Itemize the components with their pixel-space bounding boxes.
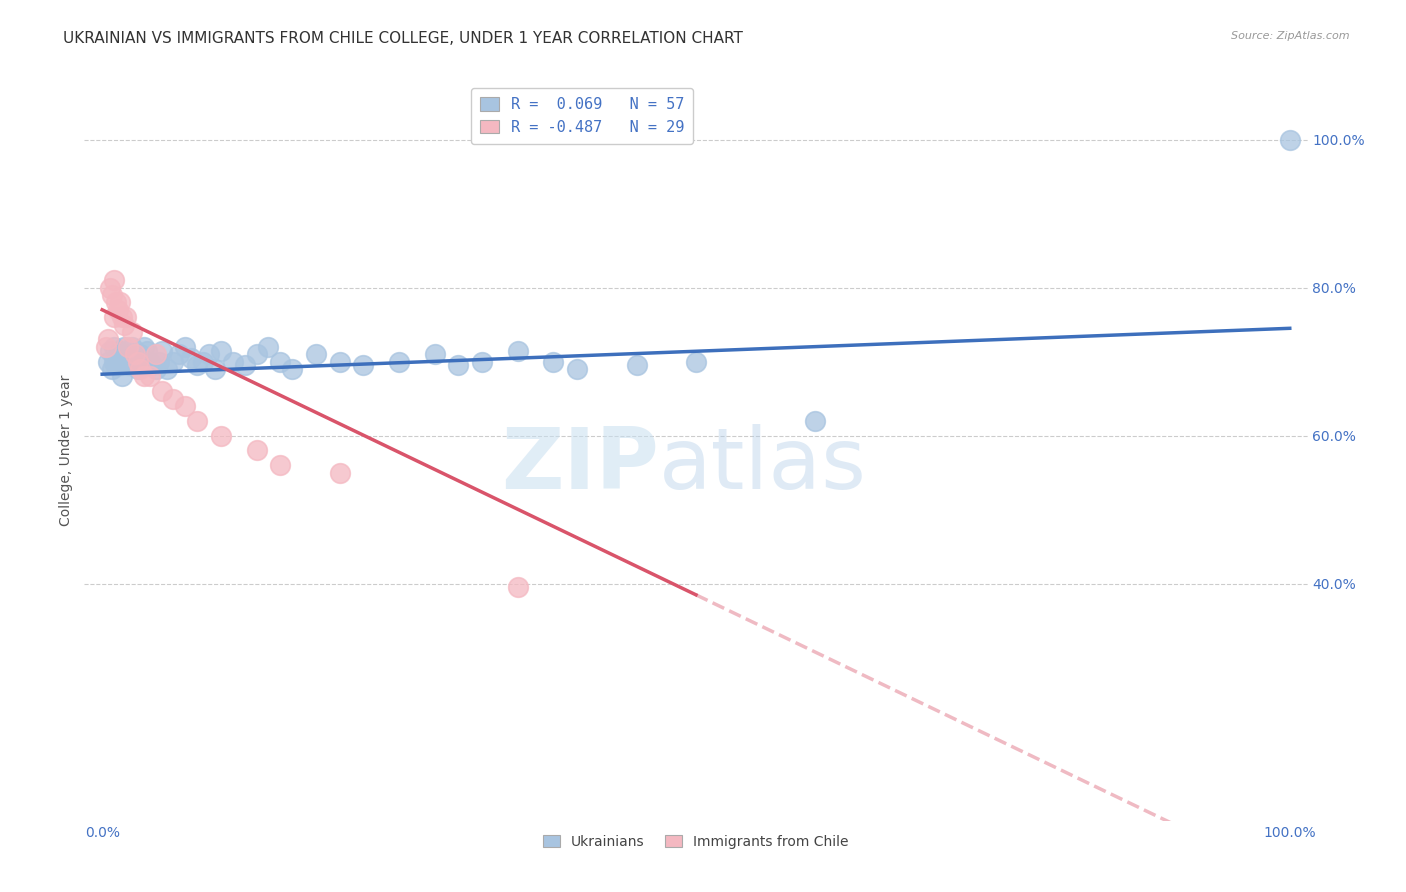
Point bbox=[108, 343, 131, 358]
Point bbox=[121, 340, 143, 354]
Point bbox=[115, 354, 138, 368]
Point bbox=[233, 359, 256, 373]
Y-axis label: College, Under 1 year: College, Under 1 year bbox=[59, 375, 73, 526]
Point bbox=[124, 347, 146, 361]
Point bbox=[150, 343, 173, 358]
Point bbox=[543, 354, 565, 368]
Point bbox=[117, 359, 139, 373]
Point bbox=[105, 359, 128, 373]
Point bbox=[97, 354, 120, 368]
Point bbox=[97, 333, 120, 347]
Text: atlas: atlas bbox=[659, 424, 868, 507]
Point bbox=[117, 340, 139, 354]
Point bbox=[103, 310, 125, 325]
Point bbox=[245, 443, 267, 458]
Point bbox=[100, 343, 122, 358]
Point bbox=[162, 392, 184, 406]
Point bbox=[103, 273, 125, 287]
Point bbox=[150, 384, 173, 399]
Point bbox=[112, 340, 135, 354]
Point bbox=[174, 340, 197, 354]
Point bbox=[100, 362, 122, 376]
Point bbox=[105, 295, 128, 310]
Point bbox=[174, 399, 197, 413]
Point bbox=[127, 362, 149, 376]
Point bbox=[121, 351, 143, 365]
Point bbox=[108, 354, 131, 368]
Point bbox=[209, 428, 232, 442]
Point bbox=[269, 354, 291, 368]
Point bbox=[257, 340, 280, 354]
Point bbox=[269, 458, 291, 473]
Point bbox=[129, 347, 152, 361]
Point bbox=[141, 359, 163, 373]
Point bbox=[107, 347, 129, 361]
Point bbox=[204, 362, 226, 376]
Point bbox=[567, 362, 589, 376]
Point bbox=[803, 414, 825, 428]
Point bbox=[115, 310, 138, 325]
Point bbox=[132, 369, 155, 384]
Point bbox=[129, 362, 152, 376]
Legend: Ukrainians, Immigrants from Chile: Ukrainians, Immigrants from Chile bbox=[537, 830, 855, 855]
Point bbox=[107, 302, 129, 317]
Point bbox=[124, 354, 146, 368]
Point bbox=[423, 347, 446, 361]
Point bbox=[685, 354, 707, 368]
Point bbox=[329, 466, 352, 480]
Point bbox=[112, 318, 135, 332]
Point bbox=[169, 347, 191, 361]
Point bbox=[180, 351, 202, 365]
Text: ZIP: ZIP bbox=[502, 424, 659, 507]
Point bbox=[222, 354, 245, 368]
Point bbox=[110, 359, 132, 373]
Point bbox=[103, 340, 125, 354]
Point bbox=[100, 280, 122, 294]
Point bbox=[138, 354, 160, 368]
Point bbox=[94, 340, 117, 354]
Point bbox=[186, 359, 208, 373]
Point bbox=[111, 369, 134, 384]
Point bbox=[245, 347, 267, 361]
Point bbox=[118, 347, 141, 361]
Point bbox=[111, 310, 134, 325]
Point bbox=[132, 340, 155, 354]
Point bbox=[506, 581, 529, 595]
Point bbox=[121, 325, 143, 339]
Point bbox=[506, 343, 529, 358]
Point bbox=[281, 362, 304, 376]
Point bbox=[198, 347, 221, 361]
Point bbox=[352, 359, 374, 373]
Point bbox=[108, 295, 131, 310]
Text: Source: ZipAtlas.com: Source: ZipAtlas.com bbox=[1232, 31, 1350, 41]
Point bbox=[1278, 132, 1301, 146]
Point bbox=[145, 362, 167, 376]
Point bbox=[191, 354, 214, 368]
Point bbox=[136, 343, 159, 358]
Point bbox=[103, 354, 125, 368]
Point bbox=[162, 354, 184, 368]
Point bbox=[388, 354, 411, 368]
Point bbox=[447, 359, 470, 373]
Point bbox=[138, 369, 160, 384]
Point bbox=[305, 347, 328, 361]
Point bbox=[329, 354, 352, 368]
Point bbox=[148, 354, 170, 368]
Point bbox=[100, 288, 122, 302]
Point bbox=[156, 362, 179, 376]
Point bbox=[186, 414, 208, 428]
Point bbox=[127, 354, 149, 368]
Point bbox=[209, 343, 232, 358]
Point bbox=[145, 347, 167, 361]
Point bbox=[626, 359, 648, 373]
Point bbox=[471, 354, 494, 368]
Text: UKRAINIAN VS IMMIGRANTS FROM CHILE COLLEGE, UNDER 1 YEAR CORRELATION CHART: UKRAINIAN VS IMMIGRANTS FROM CHILE COLLE… bbox=[63, 31, 744, 46]
